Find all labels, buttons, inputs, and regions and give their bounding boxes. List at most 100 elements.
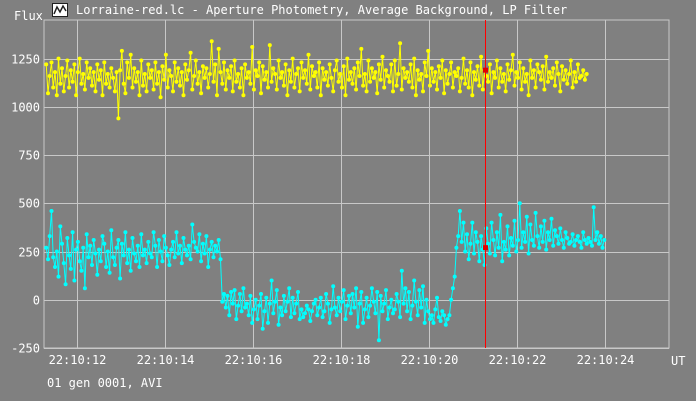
data-point — [61, 261, 66, 266]
data-point — [553, 83, 557, 88]
data-point — [369, 66, 374, 71]
data-point — [139, 232, 144, 237]
data-point — [500, 79, 505, 84]
data-point — [77, 56, 82, 61]
data-point — [51, 255, 56, 260]
data-point — [144, 89, 149, 94]
data-point — [209, 239, 214, 244]
series-line-target-star — [45, 41, 588, 119]
data-point — [222, 292, 226, 296]
data-point — [412, 278, 417, 283]
data-point — [454, 74, 459, 78]
data-point — [176, 66, 181, 71]
data-point — [491, 70, 496, 75]
data-point — [230, 89, 235, 94]
data-point — [281, 83, 286, 88]
data-point — [392, 307, 397, 312]
data-point — [149, 255, 154, 260]
data-point — [366, 315, 371, 320]
data-point — [489, 220, 494, 225]
data-point — [128, 268, 133, 273]
data-point — [190, 222, 195, 227]
data-point — [350, 292, 355, 296]
data-point — [443, 68, 448, 73]
data-point — [369, 286, 374, 291]
data-point — [178, 243, 182, 248]
data-point — [521, 66, 526, 71]
data-point — [285, 299, 290, 304]
data-point — [301, 315, 306, 320]
data-point — [354, 286, 359, 291]
data-point — [354, 87, 359, 92]
data-point — [304, 303, 309, 308]
data-point — [421, 89, 425, 94]
data-point — [546, 79, 550, 84]
data-point — [544, 54, 549, 59]
data-point — [454, 245, 459, 250]
data-point — [445, 317, 450, 322]
data-point — [334, 313, 339, 318]
x-tick-label: 22:10:14 — [137, 353, 195, 367]
data-point — [340, 299, 344, 304]
data-point — [526, 251, 531, 256]
data-point — [223, 305, 228, 310]
data-point — [188, 50, 193, 55]
data-point — [343, 93, 348, 98]
data-point — [401, 66, 406, 71]
data-point — [347, 293, 351, 298]
data-point — [84, 232, 89, 237]
data-point — [160, 259, 165, 264]
data-point — [186, 243, 191, 248]
data-point — [538, 77, 543, 82]
data-point — [297, 317, 302, 322]
data-point — [70, 230, 75, 235]
data-point — [331, 284, 336, 289]
data-point — [436, 64, 441, 69]
data-point — [158, 249, 163, 254]
data-point — [303, 68, 307, 73]
data-point — [347, 77, 351, 82]
data-point — [391, 311, 395, 316]
data-point — [582, 238, 587, 242]
data-point — [385, 74, 390, 78]
data-point — [311, 74, 316, 78]
data-point — [373, 311, 378, 316]
data-point — [266, 320, 270, 325]
data-point — [156, 70, 161, 75]
data-point — [267, 43, 272, 48]
data-point — [600, 245, 605, 250]
data-point — [260, 64, 265, 69]
data-point — [239, 309, 244, 314]
data-point — [396, 299, 401, 304]
data-point — [79, 268, 84, 273]
data-point — [86, 75, 91, 80]
data-point — [590, 243, 594, 248]
data-point — [433, 70, 438, 75]
data-point — [472, 70, 476, 75]
data-point — [306, 52, 311, 57]
data-point — [51, 85, 56, 90]
data-point — [403, 286, 408, 291]
data-point — [359, 46, 364, 51]
data-point — [322, 309, 327, 314]
data-point — [561, 77, 566, 82]
data-point — [123, 91, 128, 96]
y-tick-label: 1000 — [11, 101, 40, 115]
data-point — [283, 309, 288, 314]
data-point — [417, 288, 422, 293]
data-point — [382, 85, 387, 90]
data-point — [531, 68, 536, 73]
data-point — [299, 60, 304, 65]
data-point — [549, 216, 554, 221]
data-point — [178, 83, 182, 88]
data-point — [102, 60, 107, 65]
data-point — [56, 274, 61, 279]
data-point — [204, 66, 209, 71]
data-point — [332, 68, 337, 73]
data-point — [472, 251, 476, 256]
data-point — [75, 239, 80, 244]
data-point — [530, 75, 535, 80]
data-point — [509, 68, 513, 73]
data-point — [82, 87, 87, 92]
